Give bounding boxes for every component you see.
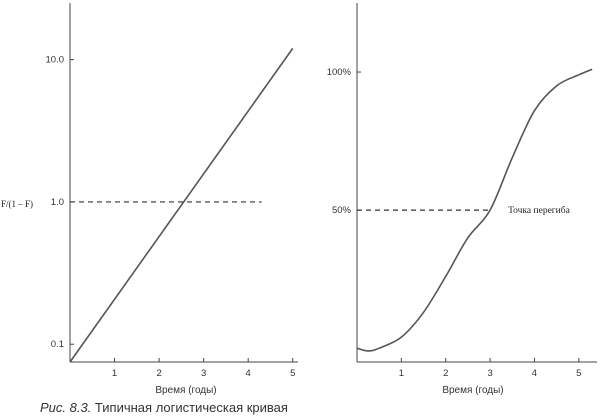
chart-left: 0.1 1.0 10.0 1 2 3 4 5 F/(1 – F) Время (годы) (1, 3, 298, 396)
left-x-tick-label-2: 3 (201, 368, 206, 379)
right-series-line (356, 68, 593, 352)
left-y-tick-label-0: 0.1 (51, 339, 64, 350)
right-x-tick-label-2: 3 (487, 368, 492, 379)
inflection-point-annotation: Точка перегиба (508, 205, 571, 216)
left-x-tick-label-1: 2 (156, 368, 161, 379)
caption-text: Типичная логистическая кривая (91, 400, 288, 415)
left-x-tick-label-4: 5 (290, 368, 295, 379)
right-x-tick-label-1: 2 (443, 368, 448, 379)
left-x-tick-label-3: 4 (246, 368, 251, 379)
left-y-tick-label-1: 1.0 (51, 197, 64, 208)
left-y-axis-label: F/(1 – F) (1, 199, 33, 209)
figure-caption: Рис. 8.3. Типичная логистическая кривая (40, 400, 288, 415)
left-x-axis-label: Время (годы) (155, 385, 216, 396)
right-x-tick-label-3: 4 (532, 368, 537, 379)
chart-right: 50% 100% 1 2 3 4 5 Точка перегиба Время (годы… (327, 3, 597, 396)
right-y-tick-label-0: 50% (332, 205, 352, 216)
left-y-tick-label-2: 10.0 (46, 55, 65, 66)
right-y-tick-label-1: 100% (327, 67, 352, 78)
left-series-line (69, 47, 294, 363)
caption-number: Рис. 8.3. (40, 400, 92, 415)
right-x-tick-label-0: 1 (399, 368, 404, 379)
right-x-tick-label-4: 5 (576, 368, 581, 379)
right-x-axis-label: Время (годы) (442, 385, 503, 396)
left-x-tick-label-0: 1 (112, 368, 117, 379)
